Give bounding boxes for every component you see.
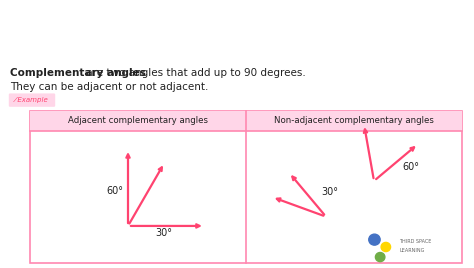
Text: THIRD SPACE: THIRD SPACE xyxy=(399,239,431,244)
Circle shape xyxy=(381,242,391,252)
Text: Non-adjacent complementary angles: Non-adjacent complementary angles xyxy=(274,116,434,125)
Text: 30°: 30° xyxy=(321,188,338,198)
Text: LEARNING: LEARNING xyxy=(399,248,425,253)
FancyBboxPatch shape xyxy=(9,94,55,107)
Text: Complementary angles: Complementary angles xyxy=(10,68,146,78)
Text: 60°: 60° xyxy=(106,186,123,196)
Text: 30°: 30° xyxy=(155,228,172,238)
Bar xyxy=(30,111,462,131)
Text: Complementary Angles: Complementary Angles xyxy=(10,20,302,40)
Circle shape xyxy=(369,234,380,245)
Circle shape xyxy=(375,252,385,262)
Text: ⁄ Example: ⁄ Example xyxy=(15,97,49,103)
Text: are two angles that add up to 90 degrees.: are two angles that add up to 90 degrees… xyxy=(83,68,306,78)
Text: Adjacent complementary angles: Adjacent complementary angles xyxy=(68,116,208,125)
Text: 60°: 60° xyxy=(403,162,420,172)
Text: They can be adjacent or not adjacent.: They can be adjacent or not adjacent. xyxy=(10,82,209,92)
Bar xyxy=(30,111,462,263)
